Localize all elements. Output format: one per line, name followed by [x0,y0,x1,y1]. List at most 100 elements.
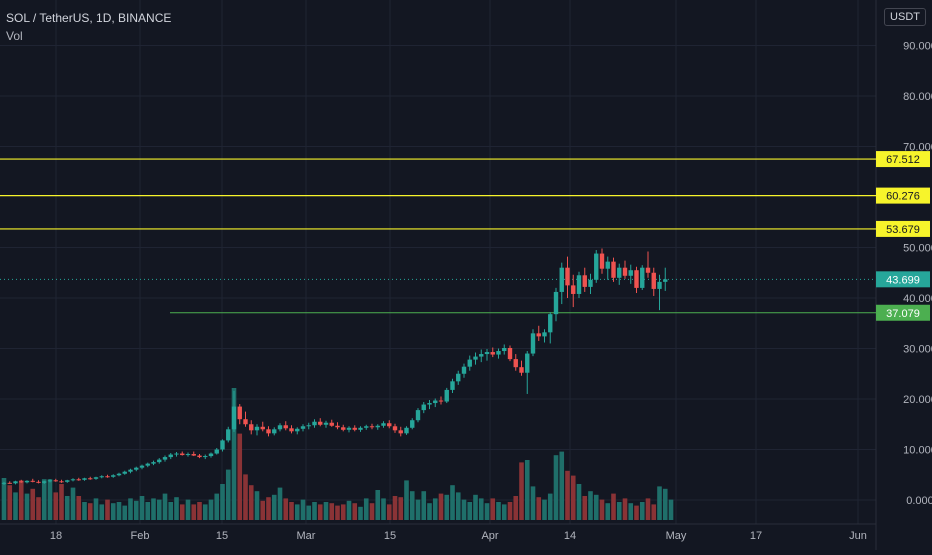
candle-body [438,400,444,402]
volume-bar [306,505,312,520]
volume-bar [110,503,116,520]
candle-body [82,478,87,480]
candle-body [111,475,116,477]
volume-bar [294,504,300,520]
candle-body [490,352,495,355]
volume-bar [542,499,547,520]
volume-bar [651,504,657,520]
volume-bar [13,492,18,520]
volume-bar [616,502,622,520]
candle-body [283,425,288,429]
candle-body [277,425,283,430]
candle-body [1,482,7,484]
candle-body [657,281,662,289]
candle-body [346,427,352,430]
volume-bar [588,491,593,520]
volume-bar [484,503,490,520]
candle-body [640,267,645,288]
currency-selector[interactable]: USDT [884,8,926,26]
volume-bar [415,499,421,520]
candle-body [352,427,357,430]
candle-body [174,453,179,455]
candle-body [122,471,127,474]
candle-body [651,272,656,289]
candle-body [507,347,513,360]
candle-body [266,429,271,434]
volume-bar [662,488,668,520]
volume-bar [59,484,64,520]
volume-bar [197,502,202,520]
candle-body [622,267,628,276]
candle-body [335,425,340,428]
candle-body [88,478,93,480]
candle-body [582,275,587,287]
time-tick-label: 15 [384,530,396,542]
price-tick-label: 50.000 [903,243,932,255]
price-tick-label: 80.000 [903,91,932,103]
candle-body [237,406,242,420]
time-tick-label: 17 [750,530,762,542]
resistance-level-label: 67.512 [886,154,920,166]
volume-bar [593,494,599,520]
volume-bar [82,502,87,520]
volume-bar [300,499,306,520]
volume-bar [386,504,392,520]
candle-body [134,467,139,470]
volume-bar [461,499,467,520]
volume-bar [214,493,220,520]
volume-bar [519,462,524,520]
volume-bar [185,499,191,520]
volume-bar [156,499,162,520]
candle-body [617,267,622,278]
volume-bar [450,485,455,520]
candle-body [30,480,35,482]
volume-bar [427,503,432,520]
volume-bar [438,493,444,520]
volume-bar [122,505,128,520]
volume-bar [24,493,30,520]
volume-bar [53,492,59,520]
last-price-label: 43.699 [886,274,920,286]
candle-body [24,480,30,483]
time-tick-label: 14 [564,530,576,542]
symbol-title[interactable]: SOL / TetherUS, 1D, BINANCE [6,11,172,25]
price-tick-label: 30.000 [903,344,932,356]
candle-body [473,356,478,360]
volume-bar [501,504,507,520]
volume-bar [41,479,47,520]
candle-body [42,481,47,483]
volume-indicator-label[interactable]: Vol [6,29,23,43]
candle-body [628,270,633,276]
volume-bar [513,496,519,520]
candle-body [145,463,150,466]
volume-bar [645,498,651,520]
volume-bar [133,500,139,520]
candle-body [588,279,593,287]
candle-body [243,419,248,425]
candle-body [461,366,467,374]
price-tick-label: 10.000 [903,445,932,457]
volume-bar [392,496,398,520]
candle-body [444,389,449,402]
candle-body [571,285,576,294]
volume-bar [398,497,404,520]
time-tick-label: May [666,530,687,542]
volume-bar [473,494,478,520]
candle-body [536,333,541,337]
candle-body [323,422,329,425]
candle-body [484,352,490,355]
candle-body [272,429,277,434]
candle-body [185,454,191,456]
candle-body [162,457,168,460]
candle-body [139,465,145,468]
volume-bar [478,498,484,520]
volume-bar [76,496,82,520]
price-tick-label: 0.000 [906,495,932,507]
candle-body [260,426,265,430]
volume-bar [93,498,99,520]
volume-bar [237,433,243,520]
candle-body [208,453,214,457]
volume-bar [622,498,628,520]
